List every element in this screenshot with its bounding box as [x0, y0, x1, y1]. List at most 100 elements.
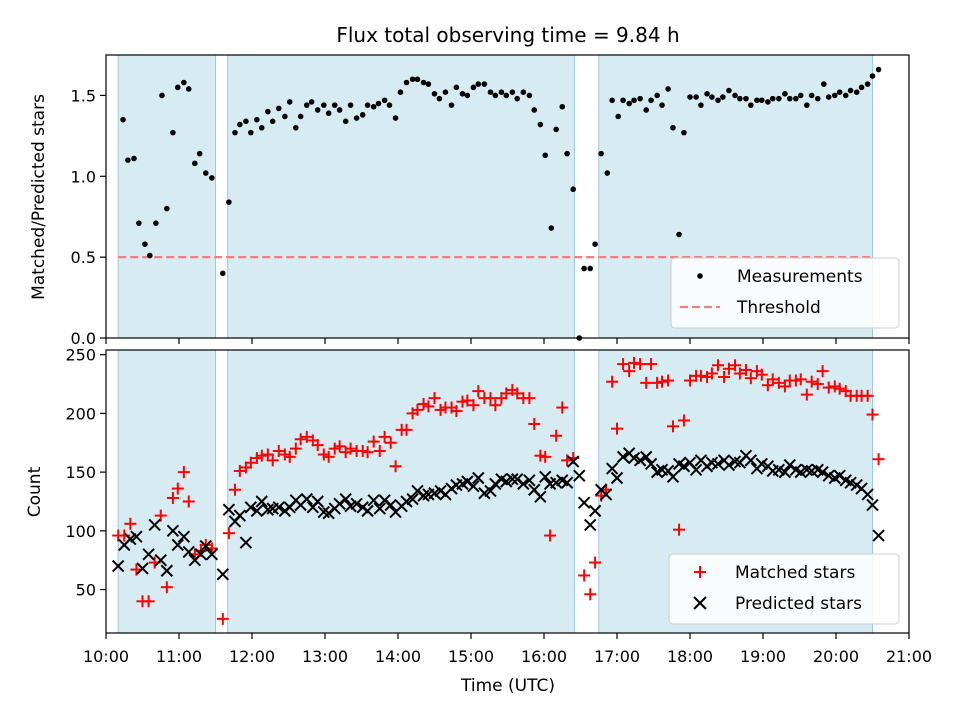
- x-axis-label: Time (UTC): [460, 676, 555, 696]
- measurement-point: [776, 95, 782, 102]
- measurement-point: [181, 79, 187, 86]
- measurement-point: [209, 175, 215, 181]
- measurement-point: [831, 92, 838, 99]
- measurement-point: [793, 95, 799, 102]
- measurement-point: [409, 76, 416, 83]
- measurement-point: [159, 92, 165, 99]
- matched-star-point: [461, 394, 474, 407]
- measurement-point: [192, 160, 198, 167]
- bottom-legend-box: [668, 553, 900, 625]
- measurement-point: [858, 84, 865, 91]
- matched-star-point: [584, 588, 597, 601]
- matched-star-point: [124, 517, 137, 530]
- x-tick-label: 21:00: [886, 647, 932, 666]
- measurement-point: [336, 107, 343, 113]
- matched-star-point: [228, 483, 241, 496]
- predicted-star-point: [171, 538, 184, 552]
- matched-star-point: [811, 378, 824, 391]
- measurement-point: [821, 81, 827, 87]
- predicted-star-point: [142, 548, 155, 561]
- measurement-point: [514, 95, 521, 102]
- predicted-star-point: [711, 457, 725, 471]
- matched-star-point: [384, 436, 397, 449]
- matched-star-point: [166, 491, 179, 504]
- matched-star-point: [705, 367, 718, 380]
- predicted-star-point: [182, 545, 195, 559]
- predicted-star-point: [816, 465, 829, 479]
- matched-star-point: [272, 444, 285, 457]
- predicted-star-point: [677, 460, 691, 473]
- matched-star-point: [673, 523, 686, 536]
- matched-star-point: [344, 442, 357, 455]
- measurement-point: [425, 81, 432, 87]
- measurement-point: [754, 97, 760, 104]
- legend-matched-label: Matched stars: [735, 563, 855, 583]
- top-panel: 0.0 0.5 1.0 1.5 Matched/Predicted stars Mea…: [29, 54, 910, 348]
- measurement-point: [609, 97, 615, 104]
- x-tick-label: 15:00: [448, 647, 494, 666]
- matched-star-point: [266, 454, 279, 467]
- legend-threshold-label: Threshold: [736, 298, 821, 318]
- predicted-star-point: [205, 548, 219, 561]
- measurement-point: [464, 92, 471, 99]
- matched-star-point: [484, 392, 497, 405]
- measurement-point: [659, 102, 665, 108]
- measurement-point: [797, 92, 804, 99]
- predicted-star-point: [778, 465, 792, 479]
- matched-star-point: [684, 374, 696, 387]
- x-tick-label: 10:00: [83, 647, 129, 666]
- measurement-point: [470, 84, 477, 91]
- measurement-point: [397, 89, 404, 95]
- matched-star-point: [816, 365, 829, 378]
- measurement-point: [637, 95, 643, 102]
- predicted-star-point: [160, 564, 174, 577]
- measurement-point: [226, 199, 232, 205]
- shaded-interval-1: [227, 54, 575, 339]
- matched-star-point: [739, 363, 752, 376]
- measurement-point: [654, 92, 660, 99]
- measurement-point: [342, 118, 349, 125]
- measurement-point: [698, 102, 704, 108]
- predicted-star-point: [255, 495, 268, 508]
- matched-star-point: [171, 482, 184, 495]
- bottom-axes-frame: [105, 349, 910, 634]
- y-tick-label: 250: [65, 346, 96, 365]
- matched-star-point: [467, 399, 480, 412]
- measurement-point: [531, 107, 538, 113]
- matched-star-point: [744, 372, 757, 385]
- measurement-point: [375, 100, 382, 107]
- measurement-point: [537, 121, 544, 128]
- matched-star-point: [367, 435, 380, 448]
- top-y-axis-label: Matched/Predicted stars: [29, 94, 49, 300]
- measurement-point: [297, 113, 304, 120]
- predicted-star-point: [272, 501, 285, 514]
- matched-star-point: [589, 556, 602, 569]
- matched-star-point: [718, 371, 731, 384]
- predicted-star-point: [599, 488, 613, 501]
- matched-star-point: [606, 375, 619, 388]
- predicted-star-point: [250, 504, 264, 518]
- predicted-star-point: [300, 492, 313, 506]
- predicted-star-point: [350, 497, 363, 511]
- count-points: [111, 356, 885, 625]
- x-tick-label: 18:00: [667, 647, 713, 666]
- measurement-point: [392, 115, 399, 121]
- bottom-panel: 50 100 150 200 250 10:00 11:00 12:00 13:00 14:00…: [25, 346, 932, 696]
- predicted-star-point: [866, 498, 879, 512]
- measurement-point: [592, 241, 598, 248]
- x-tick-label: 12:00: [229, 647, 275, 666]
- predicted-star-point: [573, 469, 586, 482]
- x-tick-label: 17:00: [594, 647, 640, 666]
- matched-star-point: [539, 450, 552, 463]
- predicted-star-point: [633, 454, 647, 467]
- measurement-point: [459, 91, 466, 97]
- matched-star-point: [645, 358, 658, 371]
- bottom-y-ticks: 50 100 150 200 250: [65, 346, 106, 600]
- predicted-star-point: [130, 530, 143, 543]
- predicted-star-point: [539, 470, 552, 484]
- predicted-star-point: [506, 472, 519, 486]
- measurement-point: [581, 265, 587, 272]
- measurement-point: [693, 94, 699, 100]
- y-tick-label: 1.5: [71, 86, 96, 105]
- measurement-point: [737, 95, 743, 102]
